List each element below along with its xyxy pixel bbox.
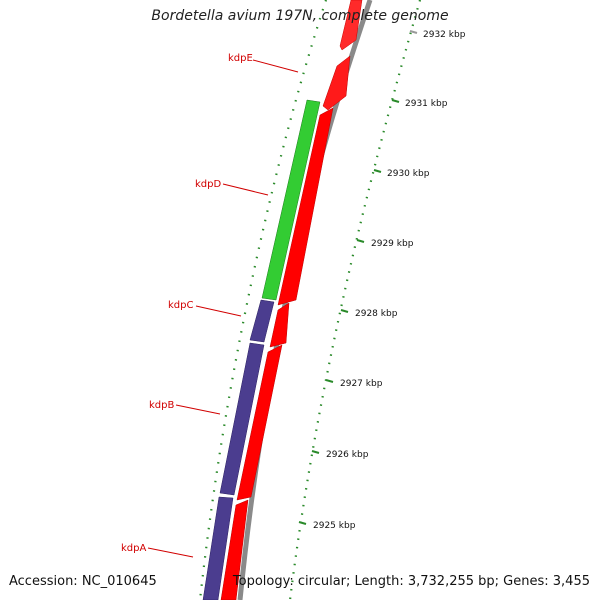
cds-arrow <box>236 344 283 501</box>
gene-label-kdpE: kdpE <box>228 53 253 64</box>
ruler-label-2925: 2925 kbp <box>313 521 356 531</box>
cds-arrow <box>339 0 363 51</box>
ruler-labels: 2925 kbp 2926 kbp 2927 kbp 2928 kbp 2929… <box>298 30 466 531</box>
kdpB-feature <box>219 342 265 496</box>
ruler-label-2930: 2930 kbp <box>387 169 430 179</box>
kdpC-feature <box>249 299 275 343</box>
topology-summary: Topology: circular; Length: 3,732,255 bp… <box>232 574 590 589</box>
gene-labels: kdpE kdpD kdpC kdpB kdpA <box>121 53 299 558</box>
genome-backbone <box>237 0 373 601</box>
cds-arrow <box>269 302 290 348</box>
cds-arrow <box>277 107 334 306</box>
ruler-label-2929: 2929 kbp <box>371 239 414 249</box>
ruler-label-2926: 2926 kbp <box>326 450 369 460</box>
gene-label-kdpD: kdpD <box>195 179 221 190</box>
kdpD-feature <box>261 99 321 301</box>
cds-arrow <box>322 55 351 111</box>
gene-label-kdpA: kdpA <box>121 543 146 554</box>
gene-label-kdpB: kdpB <box>149 400 174 411</box>
kdp-feature-track <box>202 99 321 601</box>
ruler-label-2931: 2931 kbp <box>405 99 448 109</box>
map-title: Bordetella avium 197N, complete genome <box>151 8 449 24</box>
gene-label-kdpC: kdpC <box>168 300 193 311</box>
ruler-label-2927: 2927 kbp <box>340 379 383 389</box>
ruler-label-2928: 2928 kbp <box>355 309 398 319</box>
ruler-track <box>288 0 422 601</box>
forward-cds-track <box>220 0 363 601</box>
accession-label: Accession: NC_010645 <box>9 574 157 589</box>
ruler-label-2932: 2932 kbp <box>423 30 466 40</box>
